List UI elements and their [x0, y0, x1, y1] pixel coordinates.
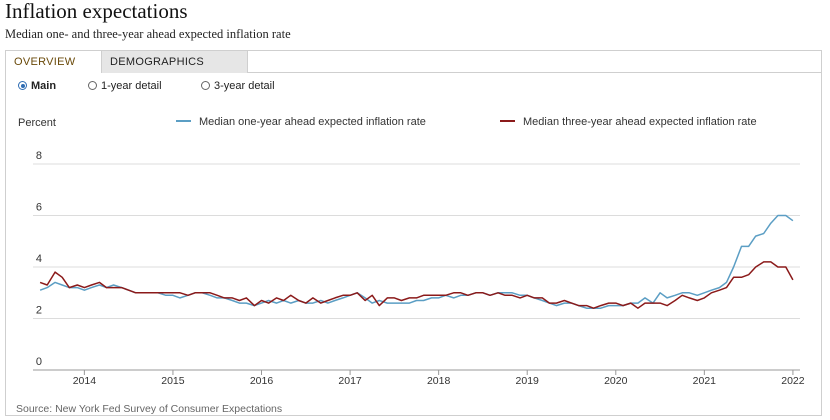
x-tick-label: 2021 [693, 375, 717, 387]
y-tick-labels: 0 2 4 6 8 [36, 150, 42, 368]
radio-main-label: Main [31, 80, 57, 92]
gridlines [33, 163, 800, 371]
radio-main[interactable]: Main [18, 80, 56, 92]
x-tick-label: 2014 [73, 375, 97, 387]
y-tick-label: 2 [36, 305, 42, 317]
source-note: Source: New York Fed Survey of Consumer … [16, 403, 283, 415]
x-tick-label: 2018 [427, 375, 451, 387]
radio-checked-icon [18, 81, 27, 90]
tab-overview[interactable]: OVERVIEW [6, 51, 102, 73]
y-tick-label: 8 [36, 150, 42, 162]
legend: Median one-year ahead expected inflation… [176, 116, 757, 128]
x-tick-label: 2016 [250, 375, 274, 387]
x-tick-label: 2019 [516, 375, 540, 387]
x-tick-label: 2022 [781, 375, 805, 387]
radio-3-year-label: 3-year detail [214, 80, 275, 92]
series-line-three-year [39, 261, 794, 309]
page-subtitle: Median one- and three-year ahead expecte… [5, 27, 291, 41]
tab-demographics[interactable]: DEMOGRAPHICS [102, 51, 248, 73]
tab-bar: OVERVIEW DEMOGRAPHICS [6, 51, 821, 73]
series-lines [39, 214, 794, 309]
legend-label-one-year: Median one-year ahead expected inflation… [199, 116, 426, 128]
y-tick-label: 4 [36, 253, 42, 265]
chart-panel: OVERVIEW DEMOGRAPHICS Main 1-year detail… [5, 50, 822, 416]
radio-1-year-detail[interactable]: 1-year detail [88, 80, 162, 92]
radio-3-year-detail[interactable]: 3-year detail [201, 80, 275, 92]
x-tick-labels: 2014 2015 2016 2017 2018 2019 2020 2021 2022 [73, 370, 805, 387]
x-tick-label: 2015 [161, 375, 185, 387]
legend-label-three-year: Median three-year ahead expected inflati… [523, 116, 757, 128]
radio-unchecked-icon [201, 81, 210, 90]
x-tick-label: 2017 [338, 375, 362, 387]
y-tick-label: 6 [36, 202, 42, 214]
radio-unchecked-icon [88, 81, 97, 90]
radio-1-year-label: 1-year detail [101, 80, 162, 92]
x-tick-label: 2020 [604, 375, 628, 387]
y-axis-label: Percent [18, 117, 56, 129]
page-title: Inflation expectations [5, 0, 188, 23]
series-line-one-year [39, 214, 794, 309]
y-tick-label: 0 [36, 356, 42, 368]
